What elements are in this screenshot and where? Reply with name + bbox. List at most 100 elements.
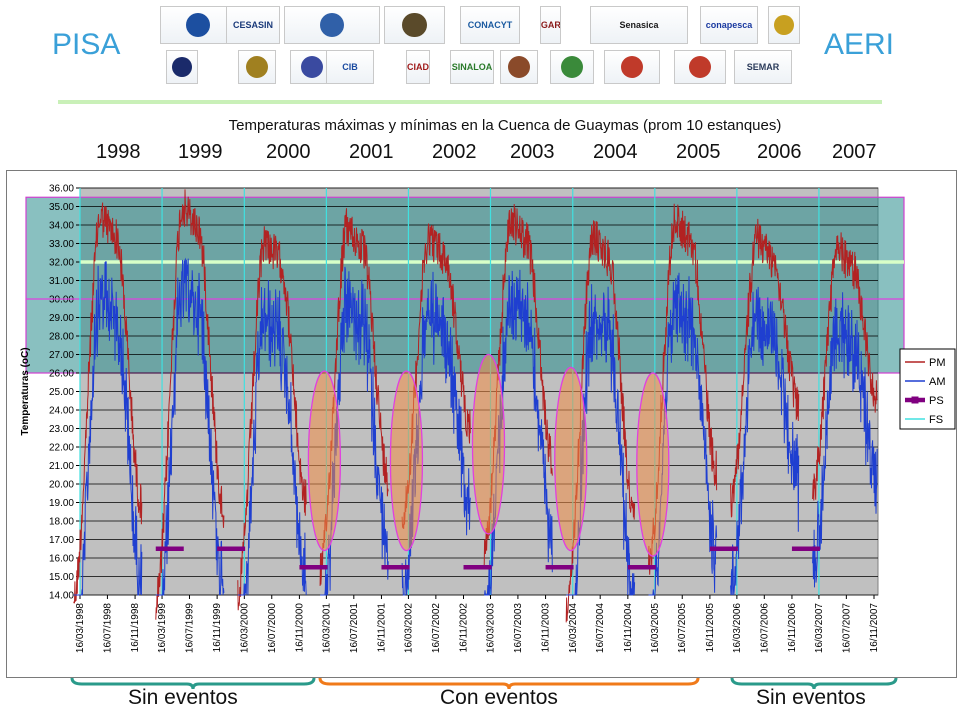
year-label-2001: 2001 [349,141,394,163]
logo-senasica-icon: Senasica [590,6,688,44]
legend-label-am: AM [929,376,946,388]
temperature-chart: 14.00 15.00 16.00 17.00 18.00 19.00 20.00 21.00… [20,184,956,653]
am-series-2007 [812,292,878,588]
pm-series-2006 [730,218,800,518]
xtick-label: 16/03/2004 [568,603,579,653]
am-series-1998 [73,261,143,596]
logo-unam-emblem-icon [172,57,192,77]
year-label-2006: 2006 [757,141,802,163]
xtick-label: 16/03/1999 [157,603,168,653]
chart-title: Temperaturas máximas y mínimas en la Cue… [228,117,782,134]
ytick-label: 28.00 [49,332,74,343]
pm-series-2007 [812,232,878,501]
legend-label-ps: PS [929,395,944,407]
xtick-label: 16/11/2006 [787,603,798,653]
chart-frame: 14.00 15.00 16.00 17.00 18.00 19.00 20.00 21.00… [6,170,957,678]
xtick-label: 16/03/2002 [403,603,414,653]
xtick-label: 16/07/1999 [184,603,195,653]
xtick-label: 16/11/1998 [130,603,141,653]
logo-cib-icon: CIB [326,50,374,84]
logo-semar-icon: SEMAR [734,50,792,84]
pisa-label: PISA [52,28,121,61]
xtick-label: 16/11/2000 [294,603,305,653]
logo-circle-red-icon [604,50,660,84]
xtick-label: 16/07/2002 [431,603,442,653]
legend-label-pm: PM [929,357,946,369]
xtick-label: 16/07/2007 [841,603,852,653]
legend-box [899,348,956,430]
logo-sagarpa-icon: SAGARPA [540,6,561,44]
logo-conapesca-icon: conapesca [700,6,758,44]
ytick-label: 31.00 [49,276,74,287]
ytick-label: 26.00 [49,369,74,380]
year-label-2003: 2003 [510,141,555,163]
xtick-label: 16/07/2004 [595,603,606,653]
xtick-label: 16/07/2003 [513,603,524,653]
footer-sin-eventos-left: Sin eventos [128,686,238,709]
xtick-label: 16/03/1998 [75,603,86,653]
ytick-label: 22.00 [49,443,74,454]
event-ellipse-2003 [471,353,506,535]
ytick-label: 27.00 [49,350,74,361]
logo-circle-green-emblem-icon [561,56,583,78]
ytick-label: 29.00 [49,313,74,324]
logo-cesasin-icon: CESASIN [226,6,280,44]
brace-right [730,677,898,690]
year-label-2007: 2007 [832,141,877,163]
event-ellipse-2002 [389,370,424,552]
ytick-label: 25.00 [49,387,74,398]
event-ellipse-2004 [554,366,588,552]
legend-label-fs: FS [929,414,943,426]
am-series-2006 [730,286,800,596]
logo-unam-icon [166,50,198,84]
logo-circle-red-emblem-icon [621,56,643,78]
xtick-label: 16/11/2001 [376,603,387,653]
logo-sinaloa-icon: SINALOA [450,50,494,84]
logo-circle-blue-icon [160,6,236,44]
ytick-label: 19.00 [49,498,74,509]
xtick-label: 16/11/2003 [541,603,552,653]
header-divider [58,100,882,104]
xtick-label: 16/07/2006 [759,603,770,653]
logo-comite-baja-california-emblem-icon [319,12,345,38]
brace-middle [318,677,700,690]
year-label-2005: 2005 [676,141,721,163]
logo-crest-blue-emblem-icon [301,56,323,78]
event-ellipse-2005 [636,372,670,557]
ytick-label: 23.00 [49,424,74,435]
ytick-label: 18.00 [49,517,74,528]
sponsor-logos: CESASIN CONACYT SAGARPA Senasica conapesca CI… [160,4,806,92]
xtick-label: 16/03/2001 [321,603,332,653]
ytick-label: 24.00 [49,406,74,417]
period-braces [70,677,898,690]
legend-marker-ps [911,396,919,404]
logo-crest-brown-icon [500,50,538,84]
logo-comite-nayarit-emblem-icon [402,12,427,38]
xtick-label: 16/03/2007 [814,603,825,653]
xtick-label: 16/11/2007 [869,603,880,653]
xtick-label: 16/11/1999 [212,603,223,653]
year-label-2004: 2004 [593,141,638,163]
footer-con-eventos: Con eventos [440,686,558,709]
ytick-label: 20.00 [49,480,74,491]
brace-left [70,677,316,690]
ytick-label: 14.00 [49,591,74,602]
pm-series-1999 [155,189,225,620]
pm-series-2000 [237,226,307,611]
year-label-2000: 2000 [266,141,311,163]
logo-crest-gold-icon [238,50,276,84]
logo-comite-nayarit-icon [384,6,445,44]
xtick-label: 16/07/2001 [349,603,360,653]
logo-crest-brown-emblem-icon [508,56,530,78]
logo-shield-yellow-emblem-icon [774,15,794,35]
event-ellipse-2001 [307,370,342,552]
pm-series-1998 [73,202,143,604]
ytick-label: 21.00 [49,461,74,472]
ytick-label: 34.00 [49,221,74,232]
year-label-1998: 1998 [96,141,141,163]
ytick-label: 17.00 [49,535,74,546]
aeri-label: AERI [823,28,894,61]
am-series-2000 [237,280,307,596]
logo-triangle-red-emblem-icon [689,56,711,78]
y-axis-label: Temperaturas (oC) [20,347,31,435]
